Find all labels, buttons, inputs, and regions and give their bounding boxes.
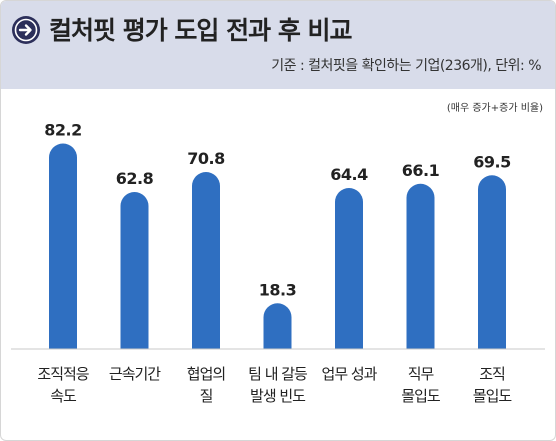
chart-header: 컬처핏 평가 도입 전과 후 비교 기준 : 컬처핏을 확인하는 기업(236개… bbox=[1, 1, 555, 89]
bar bbox=[263, 303, 292, 349]
bar-value-label: 70.8 bbox=[187, 149, 225, 168]
bar bbox=[120, 192, 149, 349]
chart-subtitle: 기준 : 컬처핏을 확인하는 기업(236개), 단위: % bbox=[271, 58, 541, 74]
bar-value-label: 18.3 bbox=[259, 280, 296, 299]
category-label: 협업의 bbox=[187, 365, 225, 383]
category-label: 조직 bbox=[479, 365, 505, 383]
bar-value-label: 69.5 bbox=[473, 152, 511, 171]
bar bbox=[406, 183, 435, 349]
bar-value-label: 66.1 bbox=[402, 161, 440, 180]
bar bbox=[335, 188, 363, 349]
category-label: 질 bbox=[200, 387, 213, 405]
category-label: 근속기간 bbox=[109, 365, 161, 383]
category-label: 업무 성과 bbox=[322, 365, 378, 383]
category-label: 몰입도 bbox=[401, 387, 441, 405]
bar bbox=[49, 143, 77, 349]
category-label: 몰입도 bbox=[473, 387, 513, 405]
category-label: 조직적응 bbox=[37, 365, 88, 383]
arrow-right-circle-icon bbox=[12, 16, 40, 44]
bar-value-label: 82.2 bbox=[44, 121, 81, 140]
bar-value-label: 64.4 bbox=[330, 165, 368, 184]
chart-note: (매우 증가+증가 비율) bbox=[446, 103, 543, 114]
category-label: 직무 bbox=[408, 365, 435, 383]
category-label: 속도 bbox=[50, 387, 77, 405]
chart-title: 컬처핏 평가 도입 전과 후 비교 bbox=[49, 16, 353, 45]
bar bbox=[478, 175, 506, 349]
bar bbox=[192, 172, 220, 349]
bar-value-label: 62.8 bbox=[116, 169, 154, 188]
category-label: 팀 내 갈등 bbox=[248, 365, 308, 383]
category-label: 발생 빈도 bbox=[250, 387, 306, 405]
